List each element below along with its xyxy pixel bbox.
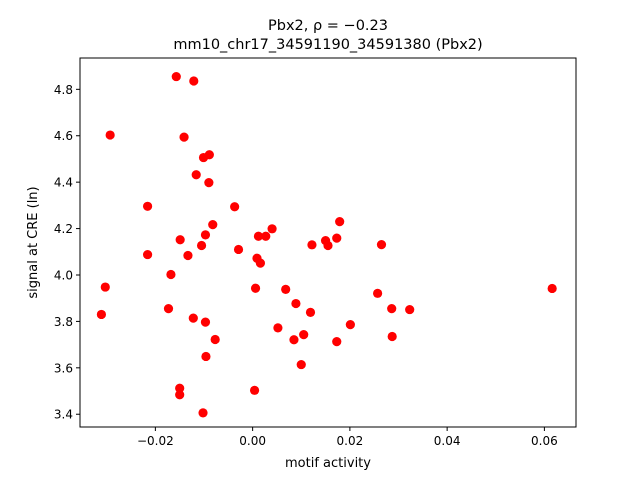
data-point-47 bbox=[289, 335, 299, 345]
data-point-12 bbox=[267, 224, 277, 234]
data-point-0 bbox=[171, 71, 181, 82]
data-point-17 bbox=[175, 235, 185, 245]
y-axis-ticks: 3.4 3.6 3.8 4.0 4.2 4.4 4.6 4.8 bbox=[54, 83, 80, 422]
data-point-53 bbox=[175, 390, 185, 400]
data-point-43 bbox=[273, 323, 283, 333]
data-point-40 bbox=[188, 313, 198, 323]
data-point-20 bbox=[196, 240, 207, 251]
chart-title-line2: mm10_chr17_34591190_34591380 (Pbx2) bbox=[173, 37, 482, 53]
data-point-41 bbox=[200, 317, 211, 327]
data-point-36 bbox=[387, 304, 397, 314]
data-point-21 bbox=[323, 240, 333, 251]
data-point-54 bbox=[198, 408, 208, 418]
y-tick-label: 4.4 bbox=[54, 176, 73, 190]
data-point-6 bbox=[191, 170, 201, 180]
data-point-10 bbox=[335, 217, 345, 227]
data-point-1 bbox=[189, 76, 199, 86]
data-point-38 bbox=[305, 307, 316, 317]
data-point-37 bbox=[405, 304, 415, 315]
data-point-3 bbox=[179, 132, 189, 142]
y-axis-label: signal at CRE (ln) bbox=[26, 186, 41, 298]
data-point-15 bbox=[261, 231, 271, 241]
data-point-8 bbox=[142, 201, 153, 211]
y-tick-label: 3.6 bbox=[54, 361, 73, 375]
y-tick-label: 3.8 bbox=[54, 315, 73, 329]
x-axis-ticks: −0.02 0.00 0.02 0.04 0.06 bbox=[137, 427, 558, 448]
data-point-28 bbox=[166, 269, 176, 280]
x-axis-label: motif activity bbox=[285, 456, 371, 471]
data-point-9 bbox=[230, 202, 240, 212]
data-point-35 bbox=[163, 304, 174, 314]
data-point-50 bbox=[296, 359, 306, 370]
data-point-16 bbox=[332, 233, 342, 243]
plot-area-frame bbox=[79, 57, 577, 428]
data-point-51 bbox=[175, 383, 185, 393]
data-point-30 bbox=[250, 283, 261, 293]
data-point-5 bbox=[198, 152, 209, 163]
data-point-24 bbox=[142, 249, 153, 260]
data-point-22 bbox=[376, 239, 387, 250]
data-point-29 bbox=[100, 282, 110, 292]
data-point-2 bbox=[105, 130, 115, 140]
data-point-49 bbox=[201, 351, 211, 362]
data-point-33 bbox=[373, 288, 383, 298]
data-point-7 bbox=[204, 178, 214, 188]
data-point-13 bbox=[200, 230, 211, 240]
x-tick-label: 0.06 bbox=[531, 434, 558, 448]
data-point-31 bbox=[281, 284, 291, 294]
x-tick-label: 0.00 bbox=[239, 434, 266, 448]
y-tick-label: 4.6 bbox=[54, 129, 73, 143]
x-tick-label: 0.02 bbox=[337, 434, 364, 448]
data-point-25 bbox=[183, 250, 193, 261]
data-point-39 bbox=[96, 309, 106, 320]
y-tick-label: 4.0 bbox=[54, 268, 73, 282]
data-point-19 bbox=[307, 240, 317, 250]
data-point-11 bbox=[208, 220, 218, 230]
y-tick-label: 4.2 bbox=[54, 222, 73, 236]
data-point-34 bbox=[291, 298, 301, 309]
data-point-44 bbox=[299, 330, 309, 340]
data-point-42 bbox=[345, 320, 355, 330]
y-tick-label: 4.8 bbox=[54, 83, 73, 97]
data-point-52 bbox=[249, 385, 260, 395]
data-point-46 bbox=[210, 334, 220, 345]
data-points bbox=[96, 71, 557, 418]
data-point-48 bbox=[332, 337, 342, 347]
data-point-27 bbox=[255, 258, 266, 268]
x-tick-label: 0.04 bbox=[434, 434, 461, 448]
data-point-23 bbox=[233, 244, 244, 255]
data-point-45 bbox=[387, 331, 397, 342]
y-tick-label: 3.4 bbox=[54, 408, 73, 422]
chart-title-line1: Pbx2, ρ = −0.23 bbox=[268, 18, 388, 34]
x-tick-label: −0.02 bbox=[137, 434, 174, 448]
data-point-14 bbox=[253, 231, 264, 241]
data-point-32 bbox=[547, 283, 557, 294]
